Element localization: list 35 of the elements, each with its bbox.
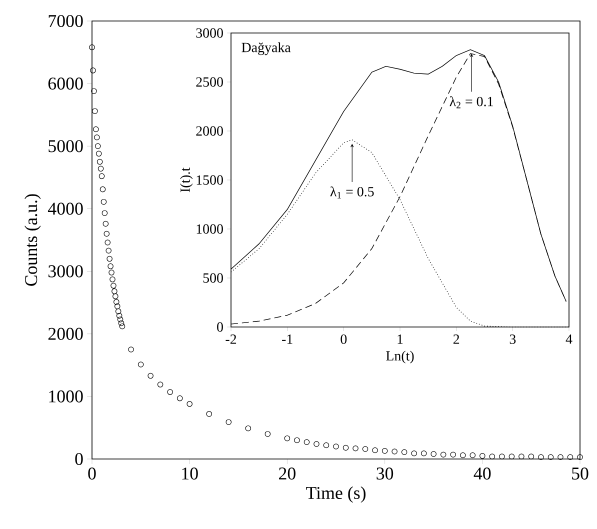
x-tick-label: 1 [398, 334, 403, 344]
x-tick-label: 2 [453, 334, 460, 344]
x-tick-label: 40 [474, 468, 491, 480]
y-tick-label: 2000 [196, 126, 223, 136]
y-tick-label: 1000 [196, 224, 223, 234]
annotation: Dağyaka [242, 42, 291, 56]
y-tick-label: 4000 [48, 202, 83, 215]
y-tick-label: 0 [75, 452, 83, 466]
y-tick-label: 0 [217, 322, 223, 332]
x-tick-label: 10 [182, 468, 198, 480]
y-tick-label: 2500 [196, 77, 223, 87]
x-tick-label: 4 [566, 334, 572, 344]
x-tick-label: 3 [510, 334, 516, 344]
y-axis-title: Counts (a.u.) [24, 194, 41, 286]
y-tick-label: 2000 [48, 328, 83, 340]
x-axis-title: Time (s) [306, 486, 366, 503]
y-axis-title: I(t).t [180, 167, 193, 192]
y-tick-label: 7000 [48, 14, 83, 28]
annotation: λ$_{1}$ = 0.5 [330, 186, 374, 198]
x-tick-label: -1 [282, 334, 292, 344]
x-tick-label: 0 [340, 334, 347, 344]
y-tick-label: 5000 [48, 140, 83, 152]
y-tick-label: 1000 [49, 390, 83, 402]
y-tick-label: 3000 [196, 28, 223, 38]
y-tick-label: 6000 [48, 78, 83, 90]
x-tick-label: 50 [572, 468, 588, 480]
y-tick-label: 3000 [48, 265, 83, 278]
x-tick-label: -2 [226, 334, 236, 344]
x-tick-label: 30 [376, 468, 394, 480]
y-tick-label: 500 [203, 273, 223, 283]
x-tick-label: 20 [279, 468, 296, 480]
x-axis-title: Ln(t) [386, 350, 414, 364]
y-tick-label: 1500 [196, 175, 223, 185]
annotation: λ$_{2}$ = 0.1 [450, 96, 493, 108]
x-tick-label: 0 [88, 468, 96, 480]
